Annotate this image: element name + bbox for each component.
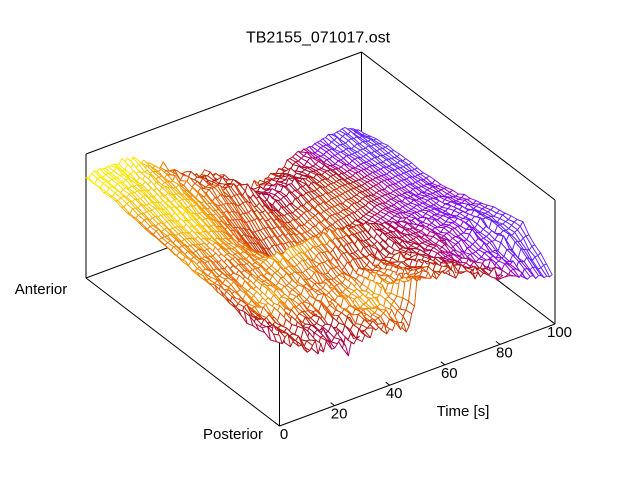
svg-text:0: 0: [280, 426, 288, 443]
svg-text:60: 60: [441, 365, 458, 382]
svg-text:TB2155_071017.ost: TB2155_071017.ost: [246, 30, 391, 47]
svg-text:Time [s]: Time [s]: [437, 403, 490, 420]
svg-text:80: 80: [496, 344, 513, 361]
svg-text:20: 20: [331, 406, 348, 423]
svg-text:Anterior: Anterior: [15, 281, 68, 298]
svg-text:40: 40: [386, 385, 403, 402]
svg-text:Posterior: Posterior: [203, 426, 263, 443]
svg-text:100: 100: [547, 324, 572, 341]
